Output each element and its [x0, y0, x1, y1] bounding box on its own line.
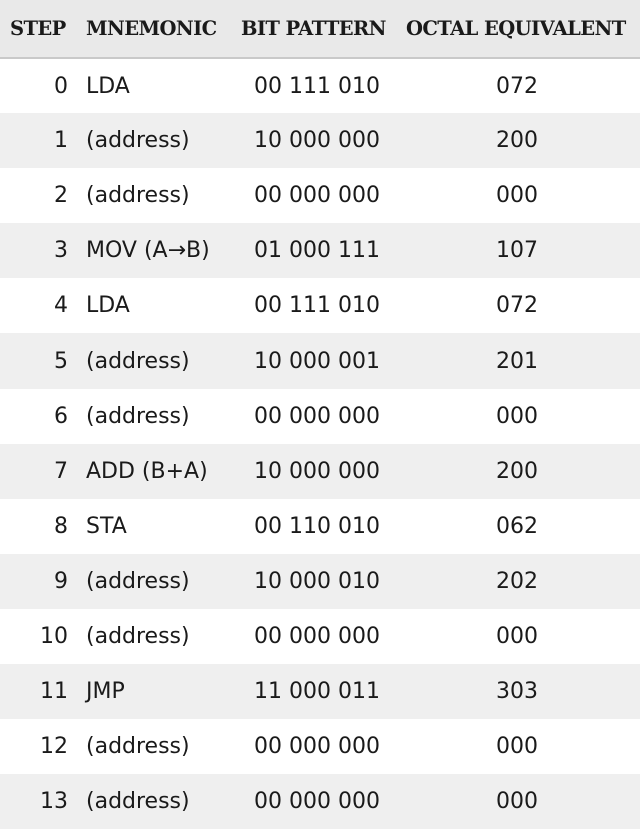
step-cell: 8	[54, 513, 68, 539]
mnemonic-cell: JMP	[86, 679, 125, 705]
table-row: 9 (address) 10 000 010 202	[0, 553, 640, 609]
bit-pattern-cell: 00 111 010	[254, 73, 380, 99]
table-row: 11 JMP 11 000 011 303	[0, 664, 640, 720]
mnemonic-cell: LDA	[86, 73, 130, 99]
bit-pattern-cell: 00 000 000	[254, 403, 380, 429]
octal-cell: 201	[496, 348, 538, 374]
step-cell: 5	[54, 348, 68, 374]
table-row: 4 LDA 00 111 010 072	[0, 278, 640, 334]
table-row: 0 LDA 00 111 010 072	[0, 58, 640, 114]
table-row: 10 (address) 00 000 000 000	[0, 608, 640, 665]
mnemonic-cell: ADD (B+A)	[86, 458, 208, 484]
mnemonic-cell: (address)	[86, 623, 190, 649]
mnemonic-cell: (address)	[86, 348, 190, 374]
bit-pattern-cell: 11 000 011	[254, 679, 380, 705]
step-cell: 12	[40, 734, 68, 760]
step-cell: 6	[54, 403, 68, 429]
octal-cell: 000	[496, 623, 538, 649]
octal-cell: 107	[496, 238, 538, 264]
bit-pattern-cell: 00 111 010	[254, 293, 380, 319]
table-row: 5 (address) 10 000 001 201	[0, 333, 640, 389]
step-cell: 4	[54, 293, 68, 319]
mnemonic-cell: LDA	[86, 293, 130, 319]
mnemonic-cell: (address)	[86, 568, 190, 594]
step-cell: 10	[40, 623, 68, 649]
header-mnemonic: MNEMONIC	[80, 0, 235, 59]
table-row: 7 ADD (B+A) 10 000 000 200	[0, 443, 640, 499]
step-cell: 7	[54, 458, 68, 484]
octal-cell: 062	[496, 513, 538, 539]
octal-cell: 202	[496, 568, 538, 594]
mnemonic-cell: (address)	[86, 183, 190, 209]
table-row: 3 MOV (A→B) 01 000 111 107	[0, 223, 640, 279]
bit-pattern-cell: 00 000 000	[254, 623, 380, 649]
step-cell: 2	[54, 183, 68, 209]
mnemonic-cell: MOV (A→B)	[86, 238, 210, 264]
bit-pattern-cell: 10 000 000	[254, 128, 380, 154]
bit-pattern-cell: 00 000 000	[254, 789, 380, 815]
header-step: STEP	[0, 0, 80, 59]
octal-cell: 200	[496, 128, 538, 154]
table-row: 2 (address) 00 000 000 000	[0, 168, 640, 224]
octal-cell: 000	[496, 183, 538, 209]
table-row: 1 (address) 10 000 000 200	[0, 113, 640, 169]
header-row: STEP MNEMONIC BIT PATTERN OCTAL EQUIVALE…	[0, 0, 640, 59]
bit-pattern-cell: 00 000 000	[254, 734, 380, 760]
octal-cell: 072	[496, 293, 538, 319]
bit-pattern-cell: 10 000 010	[254, 568, 380, 594]
bit-pattern-cell: 00 110 010	[254, 513, 380, 539]
octal-cell: 303	[496, 679, 538, 705]
step-cell: 3	[54, 238, 68, 264]
table-row: 8 STA 00 110 010 062	[0, 498, 640, 554]
octal-cell: 000	[496, 734, 538, 760]
mnemonic-cell: (address)	[86, 734, 190, 760]
bit-pattern-cell: 01 000 111	[254, 238, 380, 264]
mnemonic-cell: (address)	[86, 128, 190, 154]
mnemonic-cell: (address)	[86, 403, 190, 429]
octal-cell: 200	[496, 458, 538, 484]
octal-cell: 000	[496, 403, 538, 429]
bit-pattern-cell: 00 000 000	[254, 183, 380, 209]
mnemonic-cell: (address)	[86, 789, 190, 815]
step-cell: 1	[54, 128, 68, 154]
octal-cell: 072	[496, 73, 538, 99]
step-cell: 11	[40, 679, 68, 705]
table-row: 12 (address) 00 000 000 000	[0, 719, 640, 775]
mnemonic-cell: STA	[86, 513, 127, 539]
header-octal-equivalent: OCTAL EQUIVALENT	[400, 0, 640, 59]
bit-pattern-cell: 10 000 001	[254, 348, 380, 374]
step-cell: 13	[40, 789, 68, 815]
step-cell: 0	[54, 73, 68, 99]
octal-cell: 000	[496, 789, 538, 815]
step-cell: 9	[54, 568, 68, 594]
table-row: 13 (address) 00 000 000 000	[0, 774, 640, 830]
header-bit-pattern: BIT PATTERN	[235, 0, 400, 59]
table-row: 6 (address) 00 000 000 000	[0, 388, 640, 444]
bit-pattern-cell: 10 000 000	[254, 458, 380, 484]
